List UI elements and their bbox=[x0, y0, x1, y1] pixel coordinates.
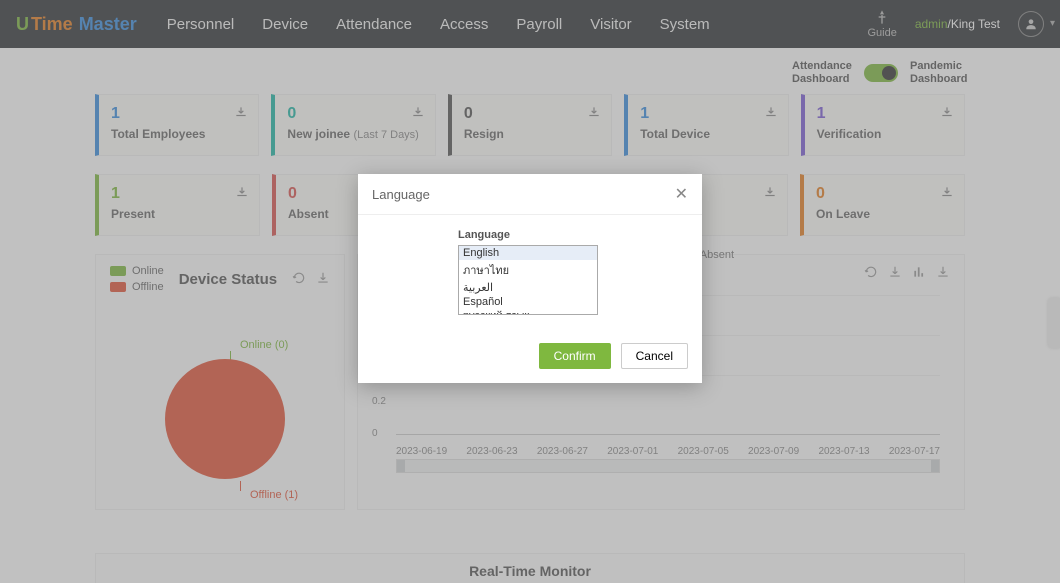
cancel-button[interactable]: Cancel bbox=[621, 343, 688, 369]
language-option[interactable]: ภาษาไทย bbox=[459, 260, 597, 280]
language-option[interactable]: العربية bbox=[459, 280, 597, 295]
language-option[interactable]: русский язык bbox=[459, 309, 597, 315]
close-icon[interactable]: ✕ bbox=[675, 184, 688, 204]
language-field-label: Language bbox=[458, 229, 688, 241]
language-select[interactable]: EnglishภาษาไทยالعربيةEspañolрусский язык… bbox=[458, 245, 598, 315]
language-modal: Language ✕ Language Englishภาษาไทยالعربي… bbox=[358, 174, 702, 383]
confirm-button[interactable]: Confirm bbox=[539, 343, 611, 369]
language-option[interactable]: Español bbox=[459, 295, 597, 309]
modal-header: Language ✕ bbox=[358, 174, 702, 215]
modal-body: Language EnglishภาษาไทยالعربيةEspañolрус… bbox=[358, 215, 702, 323]
language-option[interactable]: English bbox=[459, 246, 597, 260]
modal-footer: Confirm Cancel bbox=[358, 323, 702, 383]
modal-title: Language bbox=[372, 187, 430, 202]
